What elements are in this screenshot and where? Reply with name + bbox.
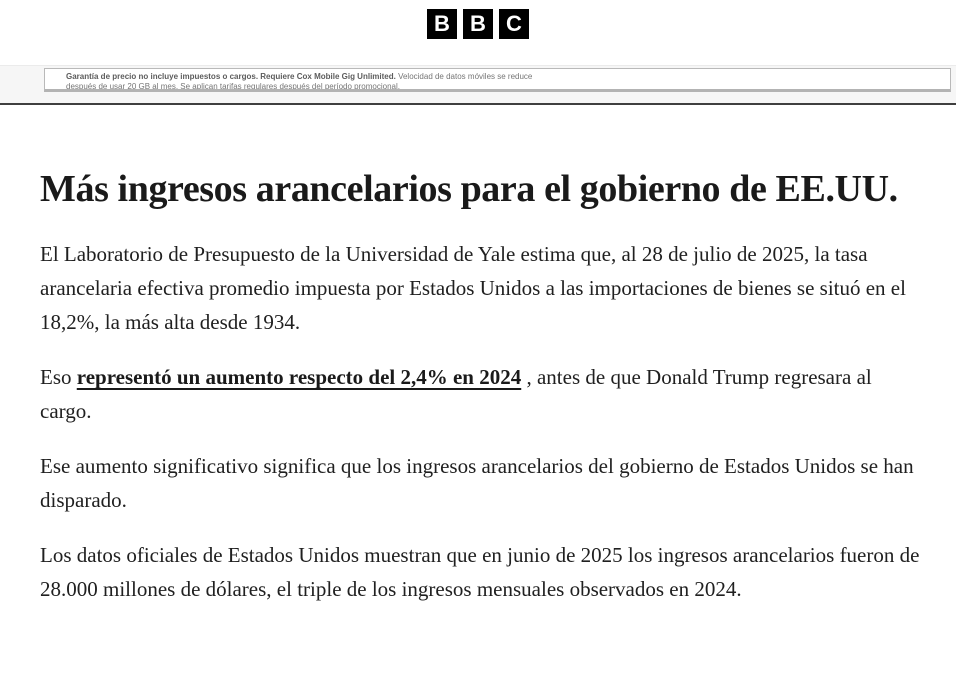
article-paragraph-1: El Laboratorio de Presupuesto de la Univ… (40, 242, 906, 334)
site-header: B B C (0, 0, 956, 39)
article-paragraph-2: Eso representó un aumento respecto del 2… (40, 360, 922, 428)
ad-disclaimer-line2: después de usar 20 GB al mes. Se aplican… (66, 81, 400, 91)
article-body: Más ingresos arancelarios para el gobier… (40, 104, 922, 627)
ad-disclaimer-regular-text: Velocidad de datos móviles se reduce (395, 72, 533, 81)
ad-disclaimer-box[interactable]: Garantía de precio no incluye impuestos … (44, 68, 951, 92)
ad-banner-strip: Garantía de precio no incluye impuestos … (0, 65, 956, 105)
article-inline-link[interactable]: representó un aumento respecto del 2,4% … (76, 365, 522, 389)
bbc-logo[interactable]: B B C (427, 9, 529, 39)
paragraph-2-prefix: Eso (40, 365, 77, 389)
bbc-logo-block-b2: B (463, 9, 493, 39)
article-paragraph-4: Los datos oficiales de Estados Unidos mu… (40, 543, 920, 601)
ad-disclaimer-line1: Garantía de precio no incluye impuestos … (66, 72, 942, 82)
article-headline: Más ingresos arancelarios para el gobier… (40, 168, 898, 210)
ad-disclaimer-bold-text: Garantía de precio no incluye impuestos … (66, 72, 396, 81)
bbc-logo-block-c: C (499, 9, 529, 39)
paragraph-2-suffix: , antes de que Donald Trump regresara al… (40, 365, 872, 423)
bbc-logo-block-b1: B (427, 9, 457, 39)
article-paragraph-3: Ese aumento significativo significa que … (40, 454, 914, 512)
